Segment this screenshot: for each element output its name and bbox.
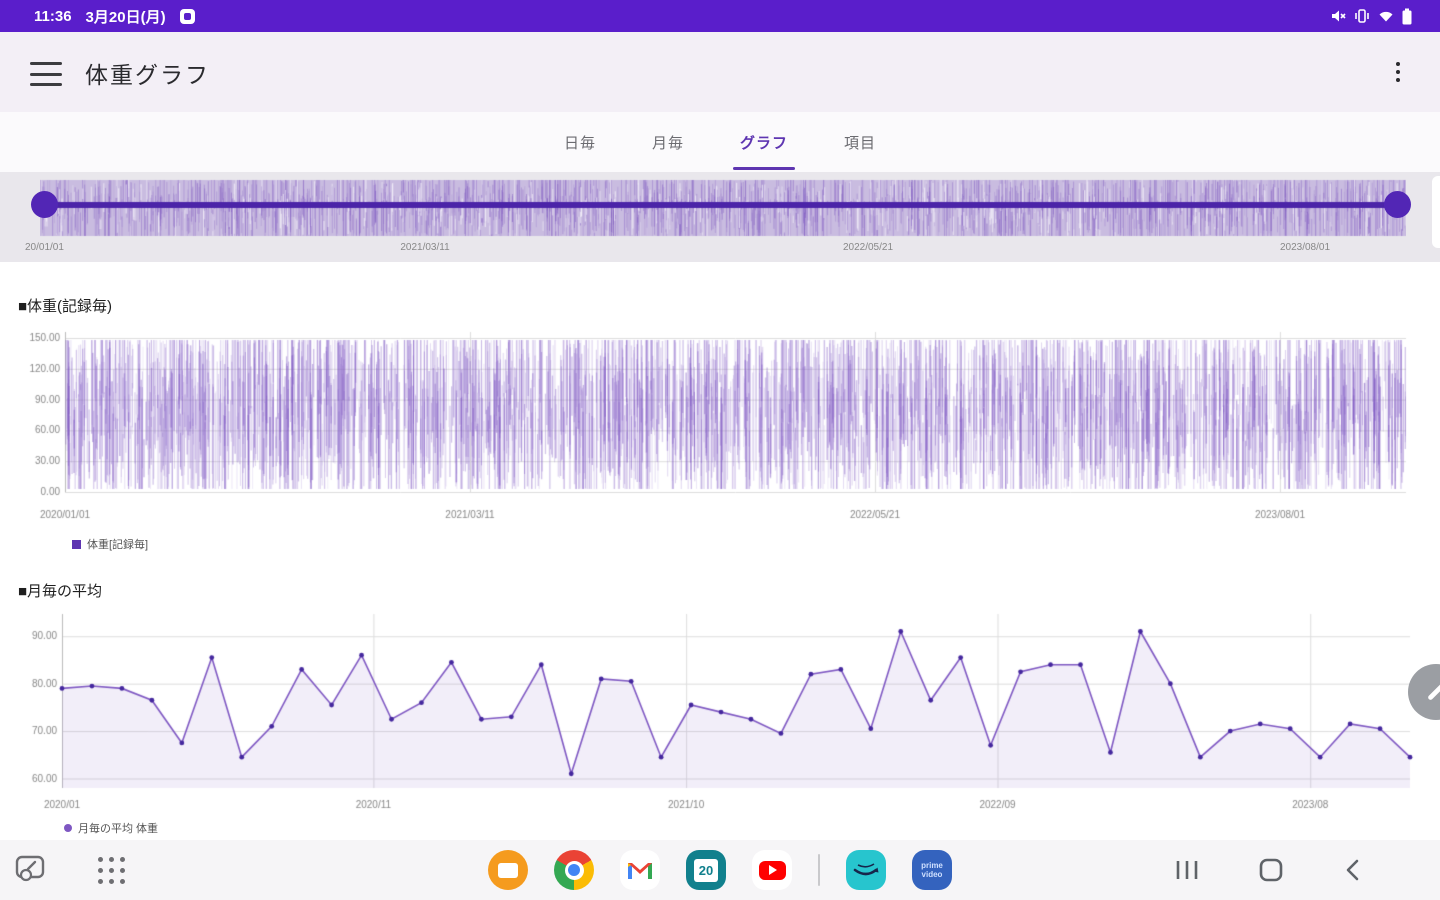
dock-separator xyxy=(818,854,820,886)
recents-button[interactable] xyxy=(1174,858,1200,882)
notification-app-icon xyxy=(180,9,195,24)
chart-title-monthly: ■月毎の平均 xyxy=(18,580,102,601)
legend-label: 体重[記録毎] xyxy=(87,536,148,552)
tab-monthly[interactable]: 月毎 xyxy=(648,122,688,163)
weight-record-chart xyxy=(20,325,1432,525)
amazon-music-app-icon[interactable] xyxy=(846,850,886,890)
prime-video-app-icon[interactable]: prime video xyxy=(912,850,952,890)
samsung-internet-app-icon[interactable] xyxy=(488,850,528,890)
legend-monthly: 月毎の平均 体重 xyxy=(64,820,158,836)
scrollbar-thumb[interactable] xyxy=(1432,176,1440,248)
monthly-average-chart xyxy=(15,605,1435,810)
pencil-icon xyxy=(1421,677,1440,707)
slider-label: 2022/05/21 xyxy=(843,242,893,253)
tab-items[interactable]: 項目 xyxy=(840,122,880,163)
overflow-menu-icon[interactable] xyxy=(1386,54,1410,90)
wifi-icon xyxy=(1377,8,1395,24)
amazon-smile-icon xyxy=(852,860,880,880)
slider-handle-start[interactable] xyxy=(31,191,58,218)
date-range-slider: 20/01/01 2021/03/11 2022/05/21 2023/08/0… xyxy=(0,172,1440,262)
back-button[interactable] xyxy=(1342,858,1364,882)
chrome-app-icon[interactable] xyxy=(554,850,594,890)
tab-daily[interactable]: 日毎 xyxy=(560,122,600,163)
legend-marker xyxy=(64,824,72,832)
prime-video-label: prime xyxy=(921,861,943,870)
battery-icon xyxy=(1402,8,1412,25)
legend-label: 月毎の平均 体重 xyxy=(78,820,158,836)
calendar-app-icon[interactable]: 20 xyxy=(686,850,726,890)
slider-label: 2023/08/01 xyxy=(1280,242,1330,253)
tab-bar: 日毎 月毎 グラフ 項目 xyxy=(0,112,1440,172)
slider-label: 2021/03/11 xyxy=(400,242,449,253)
chart-title-record: ■体重(記録毎) xyxy=(18,295,112,316)
calendar-date-badge: 20 xyxy=(694,859,718,882)
gmail-app-icon[interactable] xyxy=(620,850,660,890)
slider-handle-end[interactable] xyxy=(1384,191,1411,218)
app-bar: 体重グラフ xyxy=(0,32,1440,112)
nav-buttons xyxy=(1174,840,1364,900)
legend-record: 体重[記録毎] xyxy=(72,536,148,552)
volume-mute-icon xyxy=(1330,8,1347,24)
page-title: 体重グラフ xyxy=(85,56,210,90)
legend-marker xyxy=(72,540,81,549)
tab-graph[interactable]: グラフ xyxy=(736,122,792,163)
gmail-m-icon xyxy=(628,861,652,879)
youtube-app-icon[interactable] xyxy=(752,850,792,890)
vibrate-icon xyxy=(1354,8,1370,24)
slider-label: 20/01/01 xyxy=(25,242,64,253)
hamburger-menu-icon[interactable] xyxy=(30,60,62,88)
apps-grid-icon[interactable] xyxy=(98,857,125,884)
dock-apps: 20 prime video xyxy=(488,840,952,900)
screen: 11:36 3月20日(月) 体 xyxy=(0,0,1440,900)
status-date: 3月20日(月) xyxy=(86,6,166,27)
status-bar: 11:36 3月20日(月) xyxy=(0,0,1440,32)
slider-preview-chart[interactable] xyxy=(40,178,1406,238)
home-button[interactable] xyxy=(1258,857,1284,883)
status-time: 11:36 xyxy=(34,8,72,25)
screen-capture-icon[interactable] xyxy=(14,853,46,888)
prime-video-label: video xyxy=(922,870,943,879)
dock: 20 prime video xyxy=(0,840,1440,900)
